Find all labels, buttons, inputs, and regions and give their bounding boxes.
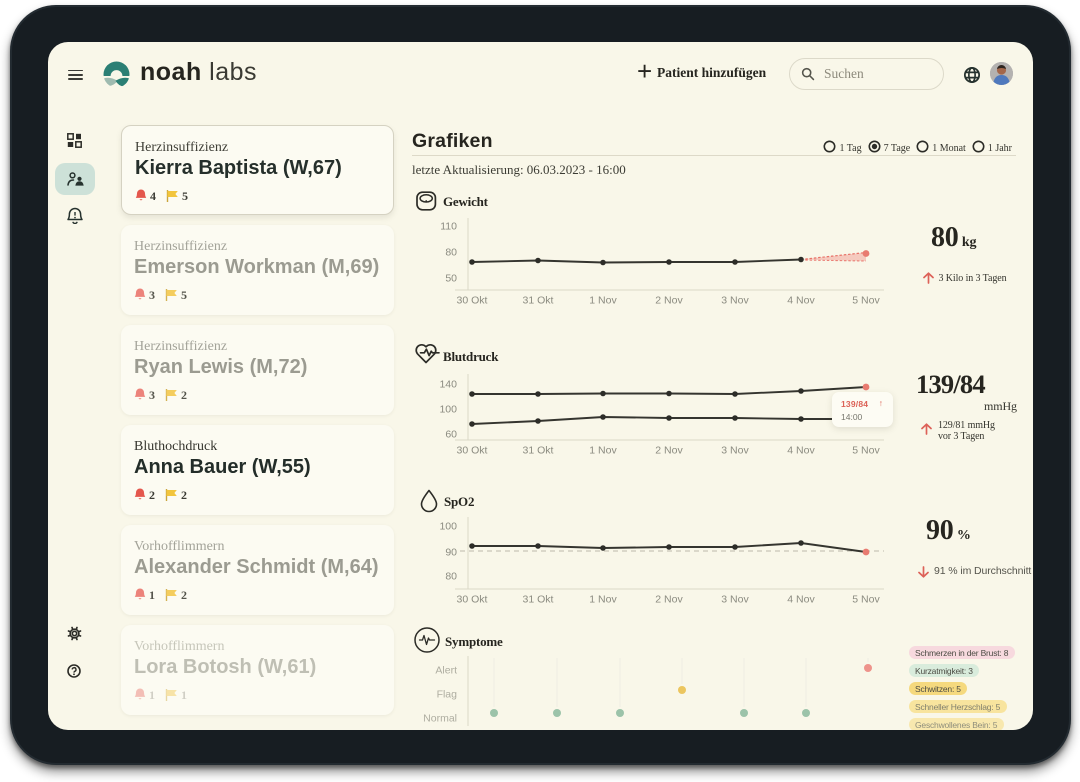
svg-text:2 Nov: 2 Nov [655, 594, 683, 606]
svg-text:31 Okt: 31 Okt [523, 594, 554, 606]
svg-text:Normal: Normal [423, 713, 457, 725]
svg-text:30 Okt: 30 Okt [457, 295, 488, 307]
svg-text:5 Nov: 5 Nov [852, 445, 880, 457]
svg-text:110: 110 [440, 221, 457, 233]
svg-text:100: 100 [439, 404, 457, 416]
svg-text:5 Nov: 5 Nov [852, 594, 880, 606]
svg-text:80: 80 [445, 571, 457, 583]
svg-text:3 Nov: 3 Nov [721, 295, 749, 307]
svg-text:80: 80 [445, 247, 457, 259]
svg-text:3 Nov: 3 Nov [721, 445, 749, 457]
svg-text:1 Nov: 1 Nov [589, 295, 617, 307]
svg-text:2 Nov: 2 Nov [655, 295, 683, 307]
svg-text:3 Nov: 3 Nov [721, 594, 749, 606]
svg-text:1 Nov: 1 Nov [589, 445, 617, 457]
svg-text:5 Nov: 5 Nov [852, 295, 880, 307]
svg-text:Flag: Flag [437, 689, 458, 701]
svg-text:100: 100 [439, 521, 457, 533]
svg-text:4 Nov: 4 Nov [787, 445, 815, 457]
svg-text:4 Nov: 4 Nov [787, 594, 815, 606]
svg-text:Alert: Alert [435, 665, 457, 677]
svg-text:60: 60 [445, 429, 457, 441]
svg-text:50: 50 [445, 273, 457, 285]
svg-text:30 Okt: 30 Okt [457, 445, 488, 457]
svg-text:1 Nov: 1 Nov [589, 594, 617, 606]
svg-text:31 Okt: 31 Okt [523, 445, 554, 457]
svg-text:140: 140 [439, 379, 457, 391]
svg-text:30 Okt: 30 Okt [457, 594, 488, 606]
svg-text:90: 90 [445, 547, 457, 559]
svg-text:31 Okt: 31 Okt [523, 295, 554, 307]
svg-text:4 Nov: 4 Nov [787, 295, 815, 307]
svg-text:2 Nov: 2 Nov [655, 445, 683, 457]
